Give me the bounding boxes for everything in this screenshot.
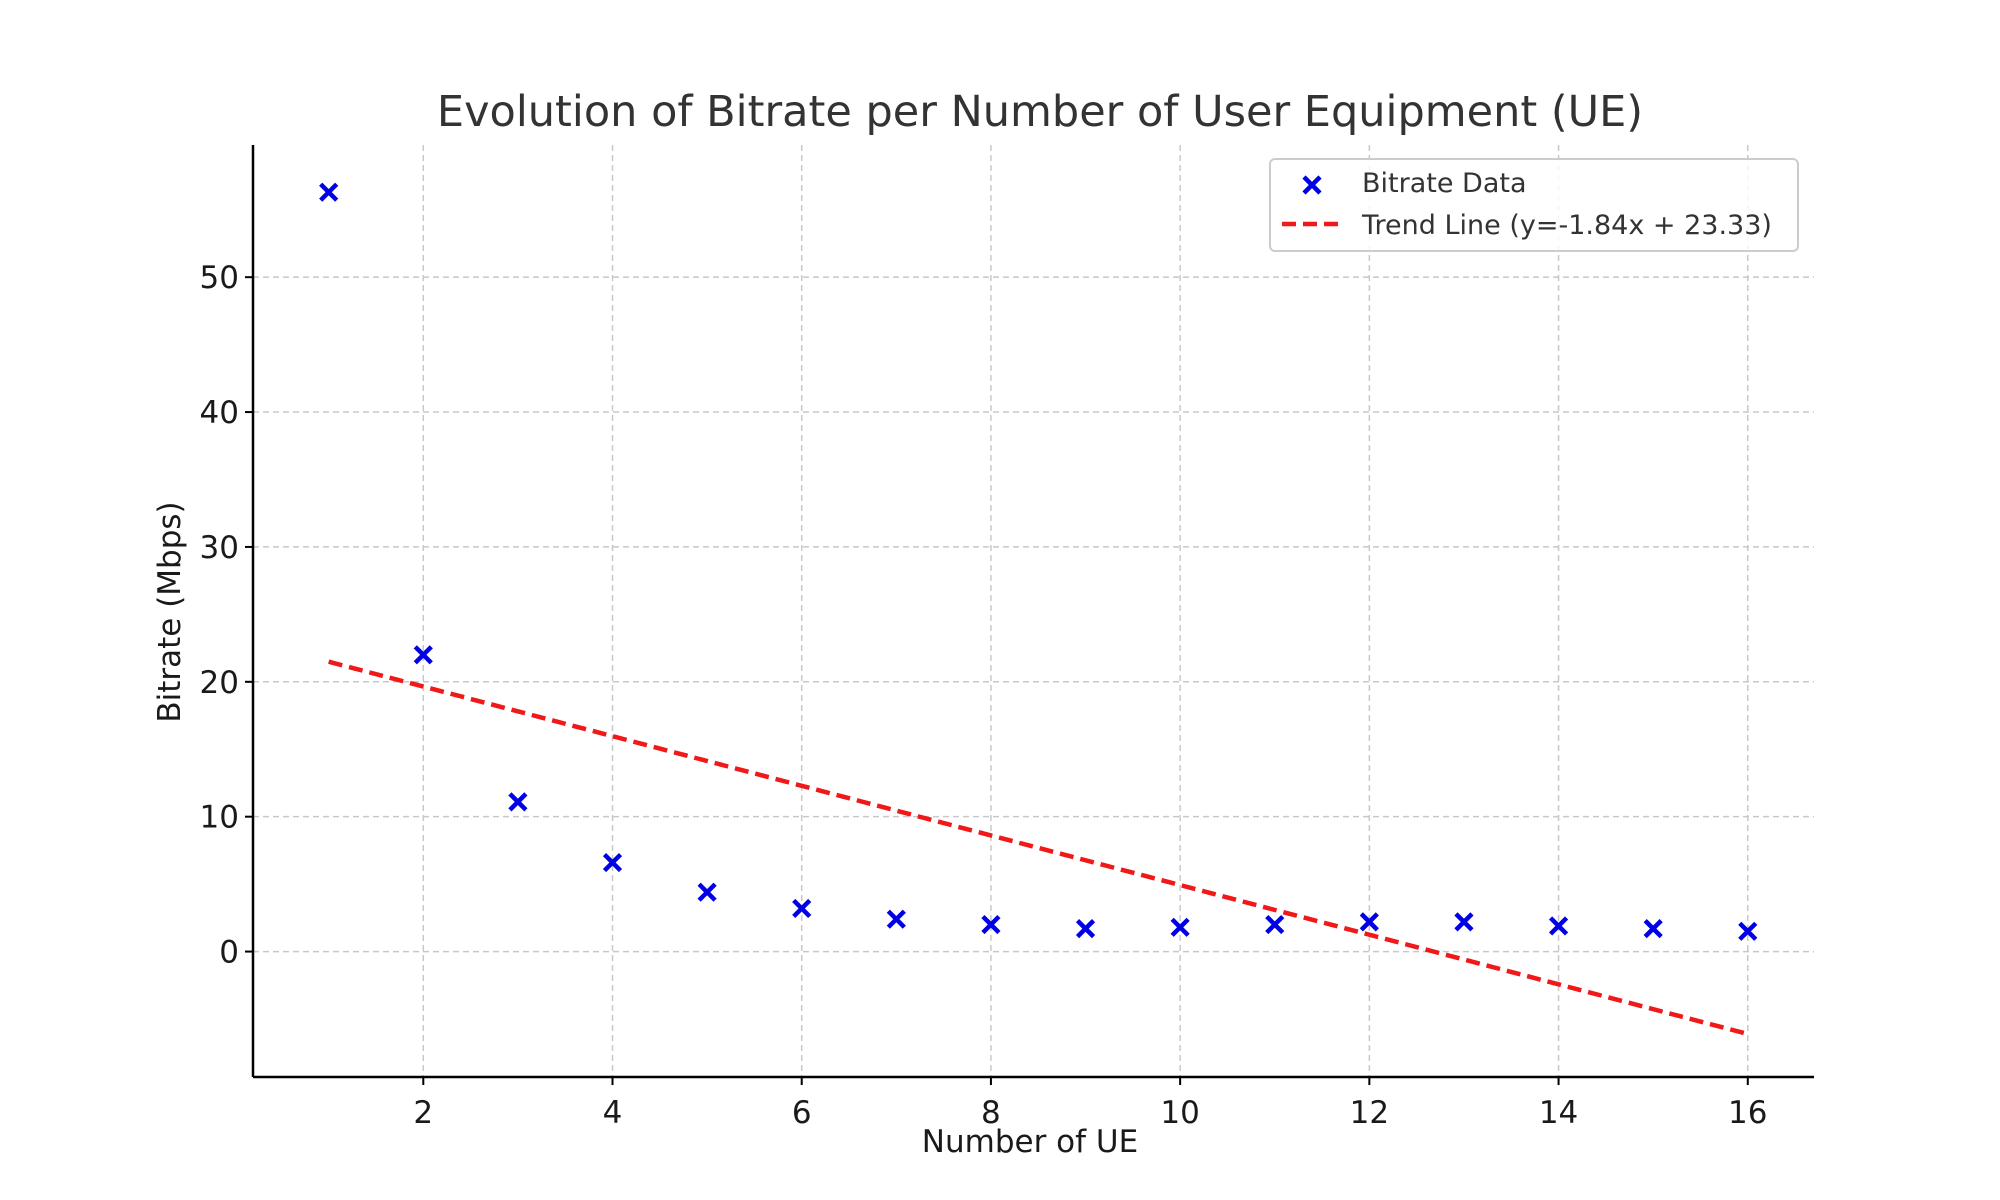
data-point [1359,912,1379,932]
data-point [981,914,1001,935]
x-tick-label: 6 [792,1095,812,1131]
x-tick-label: 12 [1350,1095,1389,1131]
data-point [1548,916,1569,936]
legend: Bitrate Data Trend Line (y=-1.84x + 23.3… [1269,158,1799,252]
x-tick-label: 14 [1539,1095,1578,1131]
data-point [508,792,528,812]
marker-layer [319,182,1758,941]
data-point [1170,917,1190,937]
data-point [319,182,339,202]
x-tick-label: 2 [413,1095,433,1131]
legend-label-bitrate-data: Bitrate Data [1362,168,1527,199]
legend-label-trend-line: Trend Line (y=-1.84x + 23.33) [1361,210,1772,241]
tick-layer: 2 4 6 8 10 12 14 16 0 10 20 30 40 50 [200,260,1768,1131]
x-tick-label: 8 [981,1095,1001,1131]
axes-layer [251,145,1814,1079]
y-tick-label: 20 [200,665,239,701]
data-point [1738,921,1758,941]
y-tick-label: 10 [200,800,239,836]
legend-scatter-marker [1302,175,1322,195]
data-point [602,852,623,873]
y-tick-label: 40 [200,395,239,431]
trend-line [328,659,1749,1037]
chart-title: Evolution of Bitrate per Number of User … [437,87,1643,137]
data-point [792,898,812,918]
y-axis-label: Bitrate (Mbps) [152,501,188,722]
data-point [697,882,717,902]
x-axis-label: Number of UE [922,1124,1138,1160]
data-point [413,645,433,665]
y-tick-label: 50 [200,260,239,296]
data-point [1075,919,1096,939]
y-tick-label: 0 [219,935,239,971]
data-point [1454,912,1474,932]
legend-box [1269,158,1799,252]
x-tick-label: 4 [603,1095,623,1131]
x-tick-label: 16 [1728,1095,1767,1131]
trend-layer [328,659,1749,1037]
data-point [886,909,906,929]
data-point [1643,919,1663,939]
y-tick-label: 30 [200,530,239,566]
data-point [1265,914,1285,935]
grid-layer [253,145,1814,1077]
x-tick-label: 10 [1160,1095,1199,1131]
legend-x-marker [1302,175,1322,195]
